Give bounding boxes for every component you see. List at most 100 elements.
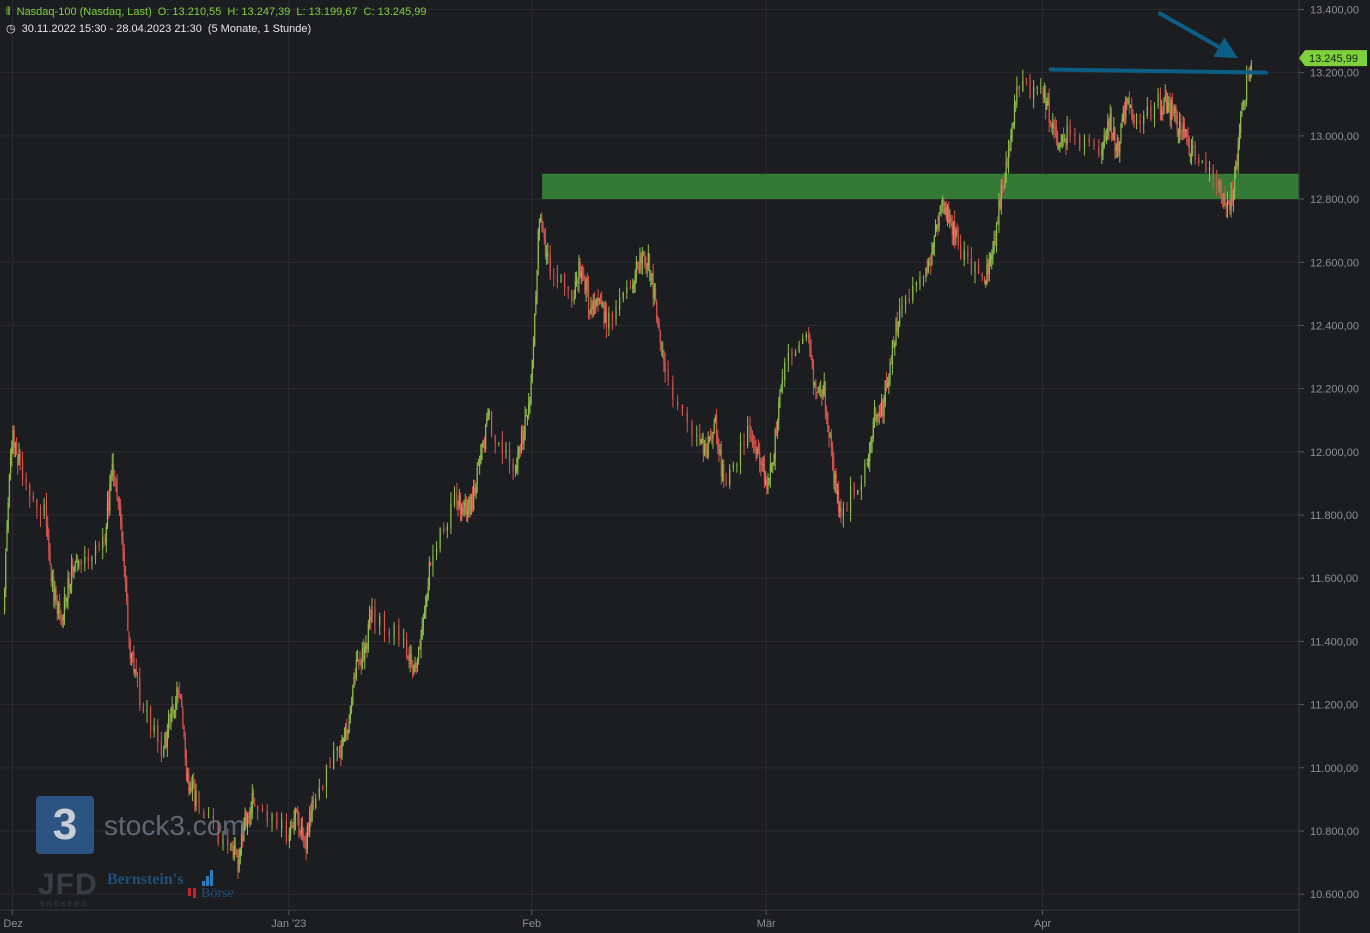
candle-body xyxy=(1088,137,1090,143)
candle-body xyxy=(939,205,941,213)
candle xyxy=(21,451,24,486)
candle-body xyxy=(857,490,859,495)
candle xyxy=(1188,135,1190,157)
candle xyxy=(1179,112,1181,143)
candle-body xyxy=(681,404,684,416)
candle xyxy=(80,559,82,573)
candle-body xyxy=(383,614,386,633)
candle xyxy=(1018,85,1020,98)
candle-body xyxy=(567,286,569,291)
candle-body xyxy=(644,253,646,263)
candle xyxy=(725,472,727,487)
candle xyxy=(1126,97,1128,110)
candle xyxy=(846,501,848,512)
candle xyxy=(60,609,62,625)
candle xyxy=(171,696,173,723)
candle xyxy=(651,272,653,285)
candle-body xyxy=(190,787,192,791)
candle-body xyxy=(32,496,34,499)
candle xyxy=(318,778,320,801)
candle xyxy=(747,416,749,449)
candle xyxy=(888,373,890,394)
candle-body xyxy=(194,790,196,807)
candle xyxy=(139,667,141,711)
candle-body xyxy=(110,476,112,482)
candle xyxy=(1069,119,1071,143)
candle xyxy=(1054,116,1056,138)
candle-body xyxy=(67,578,69,600)
candle-body xyxy=(1025,78,1028,80)
candle xyxy=(422,613,424,636)
candle-body xyxy=(769,463,771,479)
candle-body xyxy=(1083,137,1086,149)
candle-body xyxy=(664,363,666,372)
chart-type-icon[interactable]: ⫴ xyxy=(6,6,11,18)
candle xyxy=(182,706,184,730)
candle xyxy=(629,279,631,290)
arrow-shaft xyxy=(1157,10,1229,54)
candle xyxy=(294,807,296,831)
candle-body xyxy=(341,743,343,757)
candle-body xyxy=(133,653,135,673)
candle-body xyxy=(149,707,152,731)
candle xyxy=(198,790,200,815)
candle xyxy=(1192,136,1194,157)
candle xyxy=(595,298,597,314)
candle xyxy=(87,548,89,569)
candle-body xyxy=(563,274,566,289)
candle xyxy=(818,383,821,396)
candle xyxy=(1238,123,1241,150)
candle xyxy=(303,827,305,848)
candle-body xyxy=(931,252,933,266)
candle xyxy=(1106,128,1108,145)
candle-body xyxy=(895,320,897,346)
candle xyxy=(163,745,165,759)
candle-body xyxy=(498,442,500,444)
candle-body xyxy=(379,616,381,626)
candle-body xyxy=(1110,112,1113,133)
candle-body xyxy=(901,305,903,309)
candle xyxy=(999,194,1001,211)
candle-body xyxy=(932,245,934,254)
candle-body xyxy=(960,244,962,259)
candle-body xyxy=(967,250,969,258)
candle-body xyxy=(1133,114,1135,123)
candle-body xyxy=(254,804,256,806)
candle xyxy=(540,213,542,223)
candle-body xyxy=(118,500,121,508)
candle-body xyxy=(986,264,988,282)
candle xyxy=(9,448,12,481)
candle xyxy=(1170,97,1172,130)
candle-body xyxy=(352,688,354,704)
candle xyxy=(118,496,121,516)
candle xyxy=(766,476,768,495)
candle-body xyxy=(171,705,173,712)
candle xyxy=(1218,179,1220,193)
candle-body xyxy=(240,831,243,849)
candle xyxy=(1135,113,1138,130)
candle-body xyxy=(69,583,72,590)
candle xyxy=(567,286,569,299)
candle-body xyxy=(322,786,324,790)
candle-body xyxy=(1243,100,1245,106)
candle-body xyxy=(1179,120,1181,135)
candle xyxy=(520,425,523,454)
candle xyxy=(871,435,873,454)
candle-body xyxy=(181,695,183,708)
candle xyxy=(398,618,400,647)
candle xyxy=(531,359,533,384)
candle xyxy=(1216,169,1218,197)
candle xyxy=(592,293,594,318)
candle-body xyxy=(897,322,900,333)
candle xyxy=(810,338,812,360)
candle-body xyxy=(593,300,596,308)
candle xyxy=(580,266,582,285)
candle xyxy=(543,228,545,245)
candle xyxy=(834,470,836,493)
candle-body xyxy=(808,334,810,340)
candle xyxy=(91,555,93,570)
candle-body xyxy=(19,453,21,460)
candle-body xyxy=(423,611,426,618)
candle-body xyxy=(450,502,452,528)
